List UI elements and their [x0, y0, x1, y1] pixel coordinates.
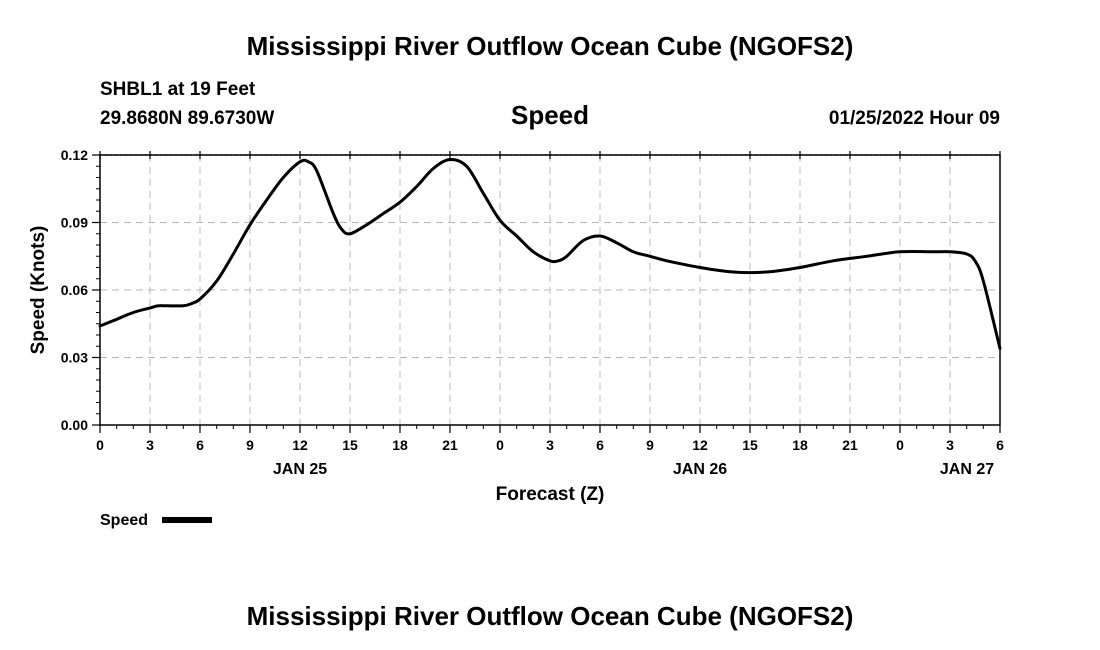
day-label: JAN 25 [273, 461, 327, 478]
legend-label: Speed [100, 512, 148, 529]
x-tick-label: 3 [146, 437, 154, 453]
x-tick-label: 12 [692, 437, 708, 453]
x-tick-label: 12 [292, 437, 308, 453]
station-label: SHBL1 at 19 Feet [100, 79, 256, 100]
legend: Speed [100, 512, 212, 529]
day-label: JAN 27 [940, 461, 994, 478]
chart-title: Mississippi River Outflow Ocean Cube (NG… [247, 31, 854, 61]
y-tick-label: 0.06 [61, 282, 88, 298]
series-layer [98, 157, 1002, 350]
y-tick-label: 0.12 [61, 147, 88, 163]
x-tick-label: 18 [792, 437, 808, 453]
day-label: JAN 26 [673, 461, 727, 478]
x-tick-label: 9 [646, 437, 654, 453]
x-tick-label: 18 [392, 437, 408, 453]
x-tick-label: 15 [342, 437, 358, 453]
day-labels: JAN 25 JAN 26 JAN 27 [273, 461, 994, 478]
y-tick-label: 0.03 [61, 350, 88, 366]
x-tick-label: 21 [842, 437, 858, 453]
variable-label: Speed [511, 100, 589, 130]
series-line-speed [98, 157, 1002, 350]
x-tick-label: 6 [996, 437, 1004, 453]
y-tick-label: 0.09 [61, 215, 88, 231]
x-tick-label: 3 [946, 437, 954, 453]
x-axis-label: Forecast (Z) [496, 484, 605, 505]
y-tick-label: 0.00 [61, 417, 88, 433]
x-tick-label: 0 [96, 437, 104, 453]
datetime-label: 01/25/2022 Hour 09 [829, 108, 1000, 129]
x-tick-label: 0 [496, 437, 504, 453]
x-tick-label: 0 [896, 437, 904, 453]
x-tick-label: 15 [742, 437, 758, 453]
x-tick-label: 9 [246, 437, 254, 453]
footer-title: Mississippi River Outflow Ocean Cube (NG… [247, 601, 854, 631]
x-tick-label: 3 [546, 437, 554, 453]
coords-label: 29.8680N 89.6730W [100, 108, 274, 129]
x-axis-ticks: 0 3 6 9 12 15 18 21 0 3 6 9 12 15 18 21 0 3 6 [96, 151, 1004, 453]
y-axis-label: Speed (Knots) [28, 226, 49, 355]
x-tick-label: 6 [196, 437, 204, 453]
x-tick-label: 21 [442, 437, 458, 453]
grid-lines [100, 154, 1000, 425]
x-tick-label: 6 [596, 437, 604, 453]
y-axis-ticks: 0.00 0.03 0.06 0.09 0.12 [61, 147, 100, 433]
